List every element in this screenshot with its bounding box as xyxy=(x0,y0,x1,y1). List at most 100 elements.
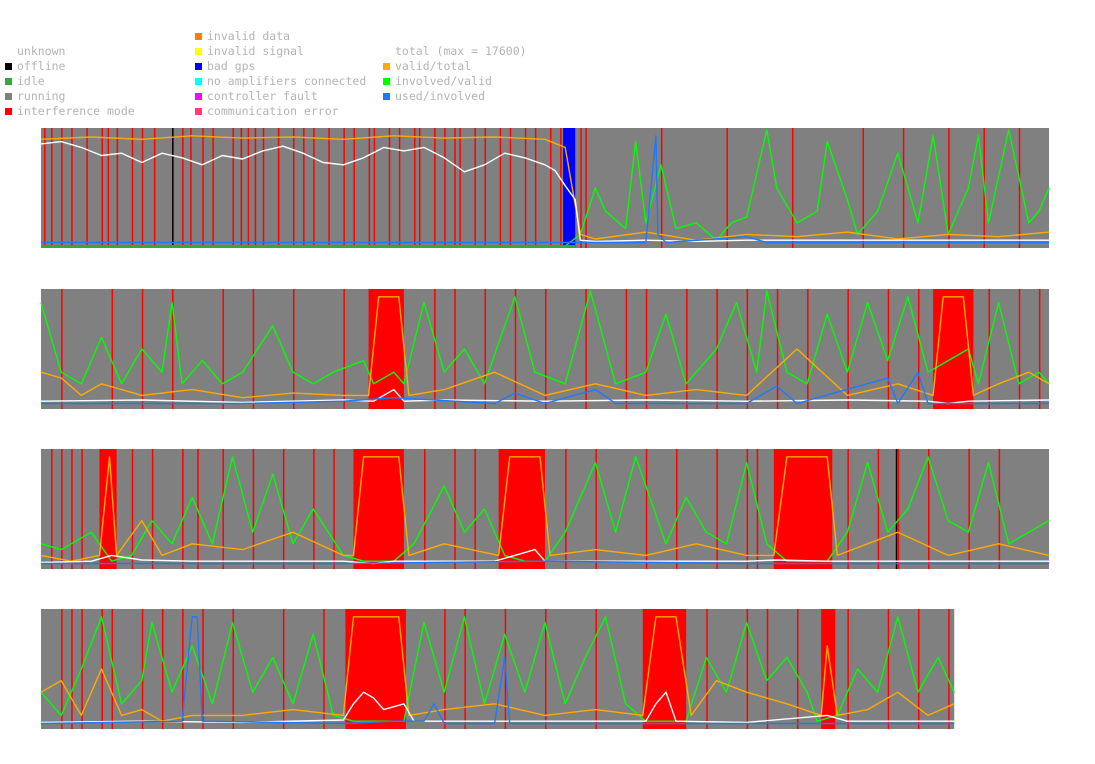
interference-line xyxy=(948,609,950,729)
series-involved-valid xyxy=(40,616,955,722)
interference-line xyxy=(419,128,421,248)
interference-line xyxy=(434,128,436,248)
idle-strip xyxy=(41,245,576,248)
bad-gps-block xyxy=(563,128,576,248)
interference-line xyxy=(645,449,648,569)
interference-block xyxy=(642,609,687,729)
interference-line xyxy=(262,128,265,248)
interference-line xyxy=(388,128,391,248)
interference-line xyxy=(240,128,243,248)
interference-line xyxy=(746,449,749,569)
interference-line xyxy=(182,449,184,569)
interference-line xyxy=(585,128,587,248)
interference-block xyxy=(773,449,833,569)
interference-line xyxy=(716,449,718,569)
interference-line xyxy=(252,449,255,569)
legend-swatch-status-1 xyxy=(5,63,12,70)
offline-line xyxy=(895,449,898,569)
interference-line xyxy=(726,128,728,248)
interference-line xyxy=(293,128,295,248)
interference-line xyxy=(190,128,192,248)
interference-line xyxy=(222,289,224,409)
interference-line xyxy=(303,128,305,248)
interference-line xyxy=(61,289,63,409)
interference-line xyxy=(131,449,134,569)
panel-background xyxy=(41,609,955,729)
interference-line xyxy=(776,289,779,409)
interference-line xyxy=(917,289,920,409)
interference-line xyxy=(282,609,285,729)
interference-line xyxy=(474,449,476,569)
interference-line xyxy=(81,449,83,569)
interference-line xyxy=(791,128,794,248)
legend-swatch-status-4 xyxy=(5,108,12,115)
legend-swatch-ratios-1 xyxy=(383,63,390,70)
interference-line xyxy=(71,449,73,569)
interference-line xyxy=(454,289,456,409)
interference-line xyxy=(202,609,204,729)
panel-3 xyxy=(40,449,1050,569)
interference-line xyxy=(202,128,204,248)
interference-line xyxy=(368,128,371,248)
interference-line xyxy=(464,609,466,729)
interference-line xyxy=(766,609,769,729)
series-used-involved xyxy=(41,135,1049,244)
interference-line xyxy=(222,449,224,569)
interference-line xyxy=(434,289,436,409)
legend-swatch-errors-0 xyxy=(195,33,202,40)
interference-line xyxy=(61,449,63,569)
interference-line xyxy=(71,128,73,248)
interference-line xyxy=(254,128,257,248)
legend-swatch-errors-3 xyxy=(195,78,202,85)
interference-block xyxy=(821,609,836,729)
interference-line xyxy=(484,289,487,409)
panel-2 xyxy=(40,289,1050,409)
interference-line xyxy=(948,128,950,248)
interference-line xyxy=(862,128,865,248)
series-valid-total xyxy=(40,616,955,722)
series-involved-valid xyxy=(41,129,1050,247)
interference-line xyxy=(509,128,512,248)
interference-line xyxy=(847,609,849,729)
interference-line xyxy=(897,449,900,569)
interference-line xyxy=(625,289,628,409)
offline-line xyxy=(172,128,174,248)
interference-line xyxy=(746,289,749,409)
interference-line xyxy=(877,449,880,569)
interference-line xyxy=(988,289,991,409)
interference-line xyxy=(111,609,114,729)
legend-label-errors-1: invalid signal xyxy=(207,44,304,58)
interference-line xyxy=(353,128,355,248)
interference-line xyxy=(746,609,749,729)
interference-line xyxy=(328,128,330,248)
legend-label-status-1: offline xyxy=(17,59,66,73)
interference-line xyxy=(524,128,527,248)
interference-line xyxy=(565,449,567,569)
interference-line xyxy=(232,609,235,729)
interference-line xyxy=(968,449,970,569)
interference-line xyxy=(917,609,920,729)
legend-label-errors-4: controller fault xyxy=(207,89,318,103)
interference-line xyxy=(560,128,562,248)
interference-line xyxy=(161,609,164,729)
interference-line xyxy=(887,609,890,729)
interference-line xyxy=(545,609,547,729)
panel-background xyxy=(41,128,1049,248)
interference-line xyxy=(676,449,678,569)
interference-line xyxy=(86,128,88,248)
interference-line xyxy=(101,128,103,248)
interference-line xyxy=(706,609,708,729)
interference-line xyxy=(61,128,63,248)
interference-line xyxy=(111,289,114,409)
interference-line xyxy=(313,128,315,248)
interference-line xyxy=(454,128,456,248)
interference-line xyxy=(545,289,547,409)
interference-block xyxy=(99,449,117,569)
interference-line xyxy=(928,449,930,569)
interference-line xyxy=(902,128,905,248)
interference-line xyxy=(116,128,119,248)
interference-line xyxy=(343,289,345,409)
legend-swatch-errors-2 xyxy=(195,63,202,70)
interference-line xyxy=(247,128,250,248)
series-total xyxy=(40,548,1049,565)
